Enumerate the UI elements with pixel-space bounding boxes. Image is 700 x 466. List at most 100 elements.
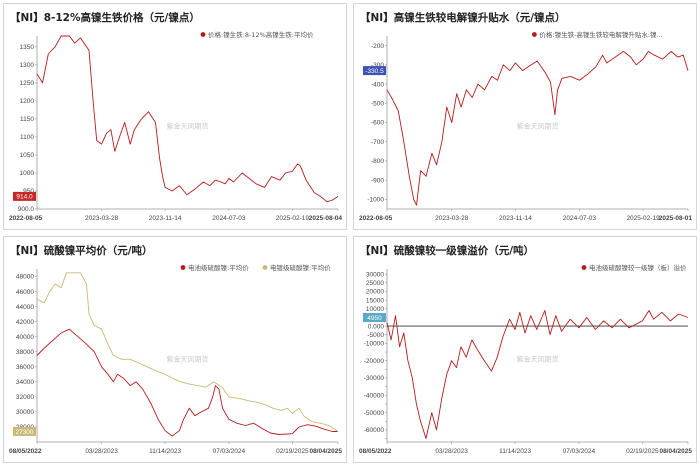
legend-label: 价格:镍生铁:8-12%高镍生铁:平均价: [208, 30, 314, 39]
y-tick-label: -1000: [367, 197, 384, 204]
y-tick-label: 900.0: [18, 206, 35, 213]
x-tick-label: 2025-02-19: [626, 215, 660, 222]
y-tick-label: 0.000: [368, 323, 385, 330]
panel-nickel-sulfate-price: 【NI】硫酸镍平均价（元/吨） 280003000032000340003600…: [3, 236, 347, 463]
y-tick-label: 30000: [16, 409, 34, 416]
watermark: 紫金天风期货: [167, 122, 209, 131]
chart-svg: -1000 -900 -800 -700 -600 -500 -400 -300 -200 202…: [359, 30, 693, 222]
chart-svg: -60000 -50000 -40000 -30000 -20000 -10000 -500…: [359, 263, 692, 455]
last-value-badge: [363, 66, 386, 76]
y-tick-label: -900: [371, 177, 384, 184]
x-tick-label: 2023-03-28: [435, 215, 469, 222]
x-tick-label: 2024-07-03: [212, 215, 246, 222]
y-tick-label: 1250: [20, 80, 35, 87]
x-tick-label: 2022-08-05: [9, 215, 43, 222]
series-line: [36, 272, 339, 432]
y-tick-label: 30000: [366, 271, 384, 278]
legend-marker: [581, 265, 587, 270]
x-tick-label: 2025-08-01: [659, 215, 693, 222]
x-tick-label: 03/28/2023: [85, 448, 118, 455]
x-tick-label: 2022-08-05: [359, 215, 393, 222]
series-line: [36, 35, 339, 203]
series-line: [386, 310, 689, 439]
y-tick-label: 1150: [20, 116, 34, 123]
y-tick-label: 1350: [20, 44, 35, 51]
legend-label: 电池级硫酸镍较一级镍（板）溢价: [589, 263, 687, 272]
y-tick-label: 40000: [16, 334, 34, 341]
x-tick-label: 03/28/2023: [435, 448, 468, 455]
y-tick-label: -10000: [364, 341, 385, 348]
panel-npi-premium: 【NI】高镍生铁较电解镍升贴水（元/镍点） -1000 -900 -800 -700 -…: [353, 3, 697, 230]
legend-label: 价格:镍生铁-高镍生铁较电解镍升贴水:镍...: [539, 30, 662, 39]
y-tick-label: 10000: [366, 306, 384, 313]
y-tick-label: -500: [371, 100, 384, 107]
panel-nickel-sulfate-premium: 【NI】硫酸镍较一级镍溢价（元/吨） -60000 -50000 -40000 -30…: [353, 236, 697, 463]
legend-marker: [532, 32, 537, 37]
legend-label: 电池级硫酸镍:平均价: [188, 263, 249, 272]
y-tick-label: 20000: [366, 289, 384, 296]
chart-svg: 2800030000320003400036000380004000042000…: [9, 263, 342, 455]
panel-npi-price: 【NI】8-12%高镍生铁价格（元/镍点） 900.0 950 1000 1050 11…: [3, 3, 347, 230]
legend-label: 电镀级硫酸镍:平均价: [270, 263, 331, 272]
y-tick-label: 32000: [16, 394, 34, 401]
chart-title: 【NI】硫酸镍平均价（元/吨）: [10, 245, 153, 257]
y-tick-label: 46000: [16, 289, 34, 296]
last-value-badge: [13, 191, 36, 201]
last-value-badge-label: -330.5: [365, 68, 384, 75]
watermark: 紫金天风期货: [517, 122, 559, 131]
x-tick-label: 2023-11-14: [499, 215, 532, 222]
legend-marker: [200, 32, 206, 37]
x-tick-label: 2025-02-19: [276, 215, 310, 222]
y-tick-label: 44000: [16, 304, 34, 311]
y-tick-label: -20000: [364, 358, 385, 365]
chart-title: 【NI】硫酸镍较一级镍溢价（元/吨）: [360, 245, 535, 257]
last-value-badge-label: 4950: [367, 315, 382, 322]
series-line: [386, 50, 689, 206]
x-tick-label: 08/05/2022: [359, 448, 392, 455]
y-tick-label: -60000: [364, 427, 385, 434]
legend-marker: [180, 265, 186, 270]
x-tick-label: 2023-11-14: [149, 215, 182, 222]
chart-title: 【NI】8-12%高镍生铁价格（元/镍点）: [10, 12, 200, 24]
series-line: [36, 328, 338, 437]
x-tick-label: 02/19/2025: [276, 448, 309, 455]
watermark: 紫金天风期货: [517, 355, 559, 364]
y-tick-label: 950: [23, 188, 34, 195]
x-tick-label: 08/04/2025: [659, 448, 692, 455]
y-tick-label: -800: [371, 158, 384, 165]
y-tick-label: 34000: [16, 379, 34, 386]
x-tick-label: 2025-08-04: [309, 215, 343, 222]
y-tick-label: 25000: [366, 280, 384, 287]
x-tick-label: 07/03/2024: [213, 448, 246, 455]
y-tick-label: -50000: [364, 410, 385, 417]
y-tick-label: -30000: [364, 375, 385, 382]
x-tick-label: 08/05/2022: [9, 448, 42, 455]
y-tick-label: -600: [371, 120, 384, 127]
y-tick-label: -40000: [364, 392, 385, 399]
chart-title: 【NI】高镍生铁较电解镍升贴水（元/镍点）: [360, 12, 566, 24]
watermark: 紫金天风期货: [167, 355, 209, 364]
y-tick-label: 1000: [20, 170, 35, 177]
y-tick-label: -300: [371, 62, 384, 69]
last-value-badge-label: 914.0: [16, 194, 33, 201]
y-tick-label: 1300: [20, 62, 35, 69]
x-tick-label: 2024-07-03: [563, 215, 597, 222]
x-tick-label: 08/04/2025: [309, 448, 342, 455]
x-tick-label: 02/19/2025: [626, 448, 659, 455]
last-value-badge: [13, 426, 36, 436]
x-tick-label: 07/03/2024: [563, 448, 596, 455]
last-value-badge: [363, 313, 386, 323]
y-tick-label: 36000: [16, 364, 34, 371]
x-tick-label: 2023-03-28: [85, 215, 119, 222]
y-tick-label: -5000: [367, 332, 384, 339]
x-tick-label: 11/14/2023: [499, 448, 531, 455]
y-tick-label: 48000: [16, 274, 34, 281]
y-tick-label: -200: [371, 43, 384, 50]
y-tick-label: 1050: [20, 152, 35, 159]
x-tick-label: 11/14/2023: [149, 448, 181, 455]
last-value-badge-label: 27300: [15, 429, 33, 436]
chart-svg: 900.0 950 1000 1050 1100 1150 1200 1250 1300 1350…: [9, 30, 343, 222]
y-tick-label: 1200: [20, 98, 35, 105]
y-tick-label: 15000: [366, 297, 384, 304]
y-tick-label: -700: [371, 139, 384, 146]
